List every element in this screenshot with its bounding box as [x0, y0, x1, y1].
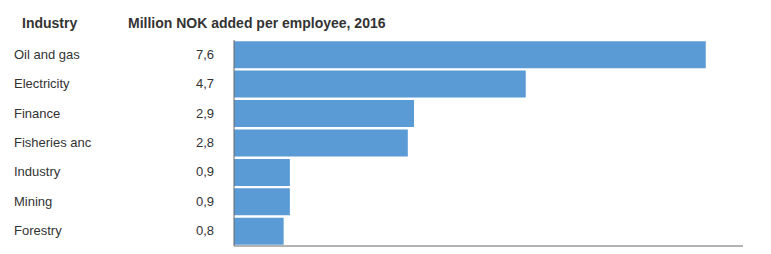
svg-text:0,9: 0,9 — [196, 164, 214, 179]
svg-text:0,9: 0,9 — [196, 194, 214, 209]
svg-text:Forestry: Forestry — [14, 223, 62, 238]
html-text:Industry: Industry — [22, 15, 78, 31]
svg-text:2,9: 2,9 — [196, 106, 214, 121]
svg-text:0,8: 0,8 — [196, 223, 214, 238]
svg-text:2,8: 2,8 — [196, 135, 214, 150]
svg-text:Fisheries anc: Fisheries anc — [14, 135, 92, 150]
svg-text:7,6: 7,6 — [196, 47, 214, 62]
svg-text:Finance: Finance — [14, 106, 60, 121]
html-text:Million NOK added per employee: Million NOK added per employee, 2016 — [128, 15, 386, 31]
svg-text:Electricity: Electricity — [14, 76, 70, 91]
svg-text:Oil and gas: Oil and gas — [14, 47, 80, 62]
svg-text:Industry: Industry — [14, 164, 61, 179]
svg-text:4,7: 4,7 — [196, 76, 214, 91]
svg-text:Mining: Mining — [14, 194, 52, 209]
